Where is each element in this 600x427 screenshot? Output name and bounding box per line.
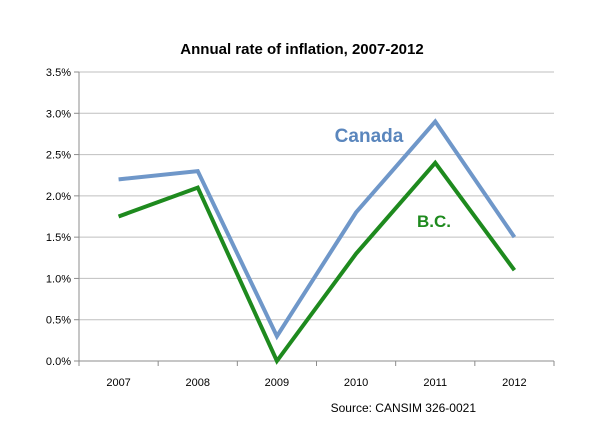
- series-label: Canada: [335, 126, 404, 147]
- y-tick-label: 3.5%: [46, 67, 71, 79]
- y-tick-labels: 0.0% 0.5% 1.0% 1.5% 2.0% 2.5% 3.0% 3.5%: [46, 67, 71, 368]
- series-lines: [117, 118, 517, 365]
- y-tick-label: 0.5%: [46, 315, 71, 327]
- x-tick-label: 2011: [423, 377, 447, 389]
- x-tick-label: 2010: [344, 377, 368, 389]
- source-note: Source: CANSIM 326-0021: [331, 401, 477, 415]
- y-tick-label: 1.0%: [46, 273, 71, 285]
- y-tick-label: 2.0%: [46, 191, 71, 203]
- y-tick-label: 0.0%: [46, 356, 71, 368]
- series-labels: Canada B.C.: [335, 126, 451, 231]
- y-tick-label: 1.5%: [46, 232, 71, 244]
- x-tick-label: 2009: [265, 377, 289, 389]
- series-label: B.C.: [417, 212, 451, 231]
- series-line: [117, 159, 517, 365]
- y-tick-label: 3.0%: [46, 108, 71, 120]
- x-tick-labels: 2007 2008 2009 2010 2011 2012: [106, 377, 526, 389]
- x-tick-label: 2012: [502, 377, 526, 389]
- x-tick-label: 2008: [186, 377, 210, 389]
- gridlines: [74, 71, 554, 362]
- axes: [78, 72, 555, 366]
- chart-title: Annual rate of inflation, 2007-2012: [180, 41, 423, 58]
- series-line: [118, 118, 517, 341]
- x-tick-label: 2007: [106, 377, 130, 389]
- y-tick-label: 2.5%: [46, 150, 71, 162]
